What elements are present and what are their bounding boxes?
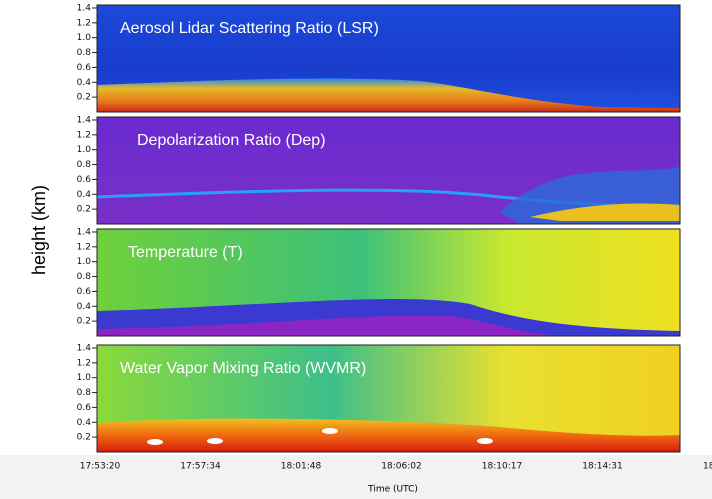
y-tick-label: 0.8 [77, 272, 92, 282]
y-tick-label: 0.6 [77, 63, 92, 73]
heatmap-spot [477, 438, 493, 444]
x-tick-label: 18:18:4 [703, 462, 712, 472]
y-tick-label: 1.2 [77, 130, 91, 140]
y-tick-label: 0.2 [77, 93, 91, 103]
y-tick-label: 0.4 [77, 190, 92, 200]
y-tick-label: 1.4 [77, 343, 92, 353]
panel-frame [96, 116, 681, 225]
y-tick-label: 1.2 [77, 242, 91, 252]
y-tick-label: 0.2 [77, 317, 91, 327]
heatmap-spot [322, 428, 338, 434]
y-tick-label: 1.2 [77, 358, 91, 368]
y-tick-label: 0.6 [77, 175, 92, 185]
y-tick-label: 0.6 [77, 403, 92, 413]
y-axis-label: height (km) [29, 185, 49, 275]
x-axis-label: Time (UTC) [367, 485, 418, 495]
panel-frame [96, 344, 681, 453]
x-tick-label: 18:06:02 [381, 462, 421, 472]
y-tick-label: 1.0 [77, 145, 92, 155]
panel-title: Aerosol Lidar Scattering Ratio (LSR) [120, 20, 379, 37]
heatmap-layer [530, 203, 680, 221]
y-tick-label: 1.4 [77, 115, 92, 125]
y-tick-label: 0.2 [77, 205, 91, 215]
panel-title: Depolarization Ratio (Dep) [137, 132, 326, 149]
y-tick-label: 0.4 [77, 418, 92, 428]
heatmap-layer [97, 78, 680, 112]
y-tick-label: 1.0 [77, 33, 92, 43]
heatmap-spot [207, 438, 223, 444]
x-tick-label: 17:57:34 [180, 462, 221, 472]
panel-title: Water Vapor Mixing Ratio (WVMR) [120, 360, 366, 377]
y-tick-label: 1.4 [77, 227, 92, 237]
y-tick-label: 1.2 [77, 18, 91, 28]
y-tick-label: 1.0 [77, 373, 92, 383]
panel-frame [96, 4, 681, 113]
y-tick-label: 0.8 [77, 160, 92, 170]
y-tick-label: 0.4 [77, 78, 92, 88]
heatmap-layer [97, 418, 680, 452]
y-tick-label: 0.6 [77, 287, 92, 297]
x-tick-label: 18:01:48 [281, 462, 322, 472]
x-tick-label: 17:53:20 [80, 462, 121, 472]
panel-frame [96, 228, 681, 337]
heatmap-layer [97, 315, 560, 336]
heatmap-spot [147, 439, 163, 445]
y-tick-label: 0.8 [77, 48, 92, 58]
x-tick-label: 18:10:17 [482, 462, 522, 472]
y-tick-label: 0.8 [77, 388, 92, 398]
panel-title: Temperature (T) [128, 244, 243, 261]
y-tick-label: 1.4 [77, 3, 92, 13]
axis-band [0, 455, 712, 499]
y-tick-label: 0.4 [77, 302, 92, 312]
x-tick-label: 18:14:31 [582, 462, 622, 472]
y-tick-label: 1.0 [77, 257, 92, 267]
y-tick-label: 0.2 [77, 433, 91, 443]
